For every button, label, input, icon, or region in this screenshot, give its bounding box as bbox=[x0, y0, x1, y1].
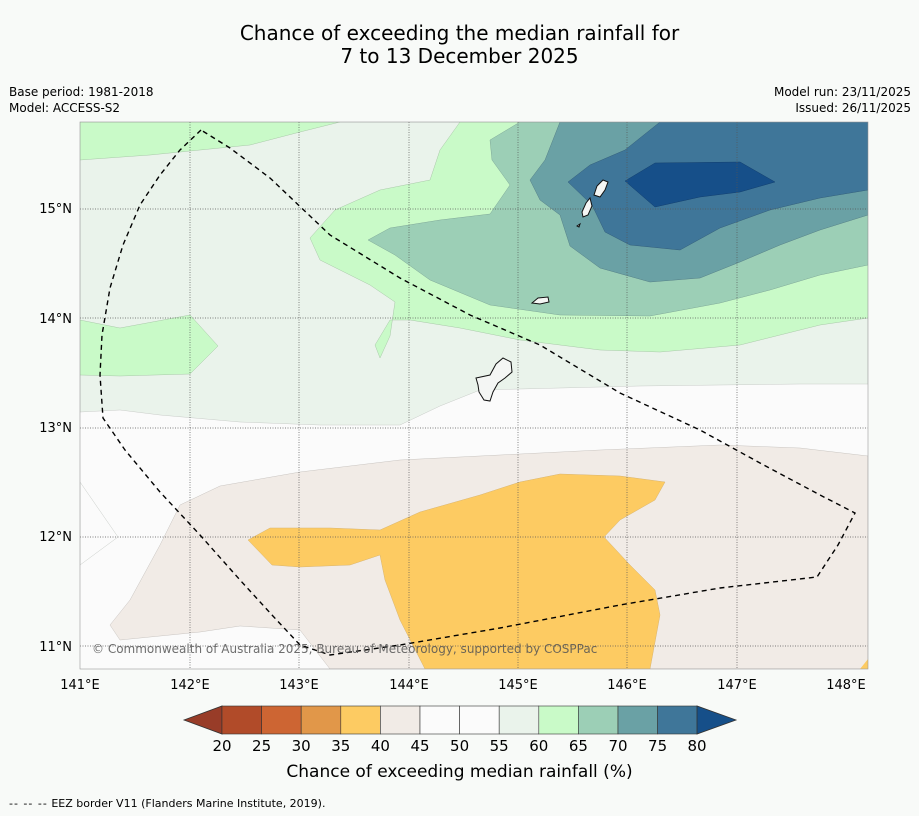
colorbar-segment bbox=[538, 705, 579, 735]
lat-tick: 15°N bbox=[39, 202, 72, 217]
map-frame bbox=[79, 121, 869, 670]
lon-tick: 142°E bbox=[170, 678, 210, 693]
colorbar-segment bbox=[340, 705, 381, 735]
colorbar-tick: 25 bbox=[252, 737, 271, 755]
colorbar-ticks: 20 25 30 35 40 45 50 55 60 65 70 75 80 bbox=[212, 737, 706, 755]
model-name: Model: ACCESS-S2 bbox=[9, 101, 121, 115]
lat-tick: 13°N bbox=[39, 421, 72, 436]
lat-tick: 12°N bbox=[39, 530, 72, 545]
title-line-1: Chance of exceeding the median rainfall … bbox=[239, 21, 680, 45]
band-white-left bbox=[80, 481, 119, 566]
lon-tick: 147°E bbox=[717, 678, 757, 693]
colorbar-tick: 80 bbox=[687, 737, 706, 755]
gridlines bbox=[80, 122, 868, 669]
colorbar-tick: 35 bbox=[331, 737, 350, 755]
colorbar-under-triangle bbox=[182, 705, 223, 735]
band-80-plus bbox=[624, 161, 776, 208]
band-35-40 bbox=[247, 473, 666, 669]
eez-border bbox=[99, 129, 856, 656]
colorbar-segment bbox=[221, 705, 262, 735]
lon-tick: 145°E bbox=[498, 678, 538, 693]
contour-fill bbox=[80, 122, 868, 669]
lon-tick: 143°E bbox=[279, 678, 319, 693]
band-60-65 bbox=[80, 122, 341, 161]
band-60-65-west bbox=[80, 314, 219, 377]
lon-tick: 141°E bbox=[60, 678, 100, 693]
colorbar-tick: 40 bbox=[371, 737, 390, 755]
lat-tick: 11°N bbox=[39, 640, 72, 655]
colorbar-tick: 65 bbox=[569, 737, 588, 755]
map-title: Chance of exceeding the median rainfall … bbox=[0, 22, 919, 68]
colorbar-segment bbox=[300, 705, 342, 735]
meta-left: Base period: 1981-2018 Model: ACCESS-S2 bbox=[9, 84, 154, 116]
meta-right: Model run: 23/11/2025 Issued: 26/11/2025 bbox=[774, 84, 911, 116]
colorbar-segment bbox=[657, 705, 698, 735]
colorbar-tick: 75 bbox=[648, 737, 667, 755]
lon-tick: 146°E bbox=[607, 678, 647, 693]
footer-note: -- -- -- EEZ border V11 (Flanders Marine… bbox=[9, 797, 325, 810]
eez-dash-sample: -- -- -- bbox=[9, 797, 48, 810]
issued-date: Issued: 26/11/2025 bbox=[795, 101, 911, 115]
island-guam bbox=[475, 357, 513, 402]
island-saipan bbox=[593, 179, 609, 198]
colorbar-tick: 45 bbox=[410, 737, 429, 755]
colorbar-tick: 55 bbox=[490, 737, 509, 755]
model-run: Model run: 23/11/2025 bbox=[773, 85, 911, 99]
copyright-text: © Commonwealth of Australia 2025, Bureau… bbox=[92, 642, 597, 656]
island-tinian bbox=[581, 196, 593, 218]
island-aguijan bbox=[576, 222, 581, 228]
colorbar-segment bbox=[459, 705, 500, 735]
colorbar-segment bbox=[261, 705, 302, 735]
title-line-2: 7 to 13 December 2025 bbox=[340, 44, 579, 68]
lon-tick-labels: 141°E 142°E 143°E 144°E 145°E 146°E 147°… bbox=[60, 678, 866, 693]
island-rota bbox=[530, 296, 550, 305]
colorbar bbox=[182, 705, 738, 735]
colorbar-tick: 30 bbox=[292, 737, 311, 755]
lon-tick: 148°E bbox=[826, 678, 866, 693]
islands bbox=[475, 179, 609, 402]
colorbar-segment bbox=[380, 705, 421, 735]
colorbar-segment bbox=[578, 705, 619, 735]
colorbar-segment bbox=[419, 705, 460, 735]
colorbar-segment bbox=[617, 705, 658, 735]
colorbar-tick: 70 bbox=[608, 737, 627, 755]
footer-text: EEZ border V11 (Flanders Marine Institut… bbox=[51, 797, 326, 810]
colorbar-tick: 50 bbox=[450, 737, 469, 755]
lat-tick: 14°N bbox=[39, 312, 72, 327]
colorbar-tick: 20 bbox=[212, 737, 231, 755]
colorbar-over-triangle bbox=[696, 705, 738, 735]
lon-tick: 144°E bbox=[389, 678, 429, 693]
band-35-40-corner bbox=[860, 659, 868, 669]
lat-tick-labels: 15°N 14°N 13°N 12°N 11°N bbox=[39, 202, 72, 655]
base-period: Base period: 1981-2018 bbox=[9, 85, 154, 99]
colorbar-segment bbox=[498, 705, 540, 735]
colorbar-label: Chance of exceeding median rainfall (%) bbox=[286, 762, 633, 782]
colorbar-tick: 60 bbox=[529, 737, 548, 755]
